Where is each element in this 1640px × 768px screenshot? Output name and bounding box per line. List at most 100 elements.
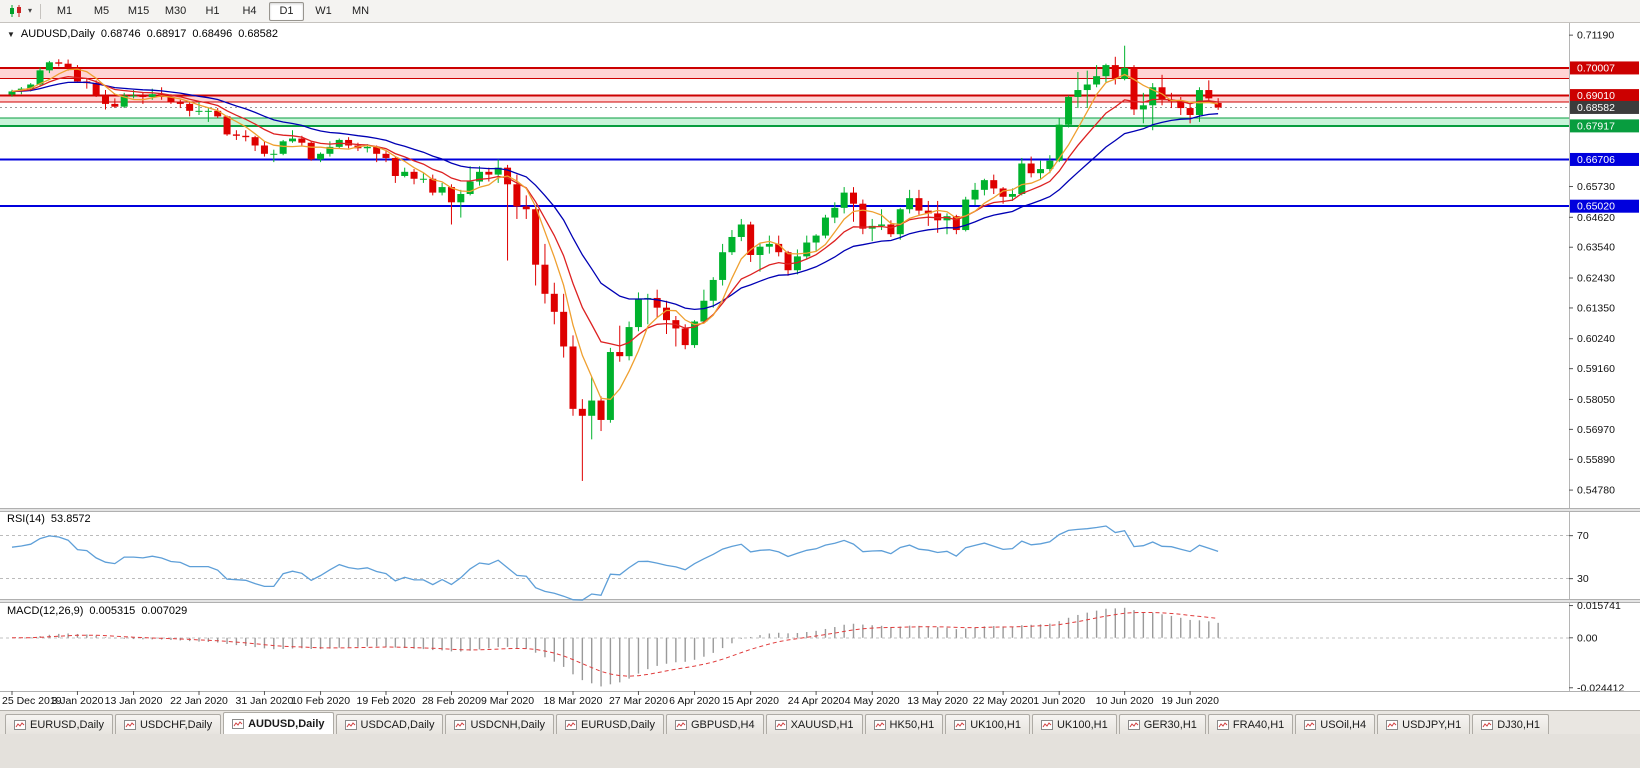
timeframe-buttons: M1 M5 M15 M30 H1 H4 D1 W1 MN	[47, 1, 380, 21]
price-tick-label: 0.65730	[1577, 181, 1615, 193]
chart-tab-usdcnh-daily[interactable]: USDCNH,Daily	[445, 714, 555, 734]
chart-tab-usdchf-daily[interactable]: USDCHF,Daily	[114, 714, 222, 734]
chart-tab-usoil-h4[interactable]: USOil,H4	[1295, 714, 1376, 734]
timeframe-button-d1[interactable]: D1	[269, 1, 305, 21]
mini-chart-icon	[1127, 719, 1140, 730]
date-label: 28 Feb 2020	[422, 695, 481, 707]
chart-tab-eurusd-daily[interactable]: EURUSD,Daily	[5, 714, 113, 734]
tab-label: EURUSD,Daily	[30, 718, 104, 731]
timeframe-button-m1[interactable]: M1	[56, 4, 73, 17]
date-label: 24 Apr 2020	[788, 695, 845, 707]
mini-chart-icon	[954, 719, 967, 730]
price-level-badge	[1570, 61, 1639, 75]
tab-label: EURUSD,Daily	[581, 718, 655, 731]
timeframe-button-m30[interactable]: M30	[164, 4, 187, 17]
timeframe-button-mn[interactable]: MN	[351, 4, 370, 17]
price-tick-label: 0.55890	[1577, 454, 1615, 466]
chart-tab-gbpusd-h4[interactable]: GBPUSD,H4	[666, 714, 764, 734]
rsi-level-label: 70	[1577, 530, 1589, 542]
date-label: 3 Jan 2020	[51, 695, 103, 707]
price-level-badge-label: 0.67917	[1577, 120, 1615, 132]
chart-type-selector-button[interactable]: ▾	[4, 3, 36, 19]
price-level-badge	[1570, 199, 1639, 213]
moving-average-line-5	[11, 68, 1219, 401]
price-tick-label: 0.64620	[1577, 212, 1615, 224]
chart-tab-fra40-h1[interactable]: FRA40,H1	[1207, 714, 1294, 734]
rsi-level-label: 30	[1577, 573, 1589, 585]
chart-tab-ger30-h1[interactable]: GER30,H1	[1118, 714, 1206, 734]
date-label: 9 Mar 2020	[481, 695, 534, 707]
moving-average-line-10	[11, 75, 1219, 347]
macd-axis-label: 0.015741	[1577, 600, 1621, 612]
date-label: 15 Apr 2020	[722, 695, 779, 707]
price-tick-label: 0.63540	[1577, 242, 1615, 254]
price-level-badge	[1570, 119, 1639, 133]
moving-average-line-20	[11, 81, 1219, 311]
tab-label: UK100,H1	[970, 718, 1021, 731]
tab-label: USDCNH,Daily	[470, 718, 546, 731]
price-level-badge-label: 0.70007	[1577, 62, 1615, 74]
tab-label: USOil,H4	[1320, 718, 1367, 731]
timeframe-button-w1[interactable]: W1	[315, 4, 332, 17]
tab-label: GBPUSD,H4	[691, 718, 755, 731]
price-tick-label: 0.56970	[1577, 424, 1615, 436]
macd-name: MACD(12,26,9)	[7, 605, 84, 617]
price-level-badge	[1570, 89, 1639, 103]
rsi-value: 53.8572	[50, 513, 91, 525]
timeframe-button-h4[interactable]: H4	[242, 4, 257, 17]
ohlc-high: 0.68917	[146, 28, 187, 40]
chart-tab-dj30-h1[interactable]: DJ30,H1	[1472, 714, 1550, 734]
candlestick-chart-icon	[10, 5, 21, 17]
price-tick-label: 0.62430	[1577, 273, 1615, 285]
price-tick-label: 0.54780	[1577, 485, 1615, 497]
mini-chart-icon	[1481, 719, 1494, 730]
price-level-badge-label: 0.69010	[1577, 90, 1615, 102]
price-axis[interactable]: 0.71190 0.65730 0.64620 0.63540 0.62430 0.613…	[1569, 23, 1639, 691]
tab-label: FRA40,H1	[1232, 718, 1285, 731]
chart-tab-usdjpy-h1[interactable]: USDJPY,H1	[1377, 714, 1471, 734]
timeframe-button-h1[interactable]: H1	[205, 4, 220, 17]
date-label: 25 Dec 2019	[2, 695, 62, 707]
timeframe-button-m15[interactable]: M15	[127, 4, 150, 17]
date-label: 13 Jan 2020	[105, 695, 163, 707]
price-tick-label: 0.60240	[1577, 333, 1615, 345]
price-tick-label: 0.61350	[1577, 302, 1615, 314]
price-level-badge-label: 0.65020	[1577, 201, 1615, 213]
chart-tab-audusd-daily[interactable]: AUDUSD,Daily	[223, 712, 334, 734]
date-label: 10 Jun 2020	[1096, 695, 1154, 707]
chart-tab-hk50-h1[interactable]: HK50,H1	[864, 714, 944, 734]
price-chart-canvas[interactable]: 0.71190 0.65730 0.64620 0.63540 0.62430 0.613…	[0, 23, 1640, 710]
chart-tab-uk100-h1[interactable]: UK100,H1	[945, 714, 1030, 734]
chart-tab-eurusd-daily[interactable]: EURUSD,Daily	[556, 714, 664, 734]
dropdown-triangle-icon: ▼	[7, 30, 15, 39]
price-level-badge-label: 0.68582	[1577, 102, 1615, 114]
date-label: 22 Jan 2020	[170, 695, 228, 707]
chevron-down-icon: ▾	[28, 6, 33, 15]
date-label: 1 Jun 2020	[1033, 695, 1085, 707]
tab-label: UK100,H1	[1056, 718, 1108, 731]
mini-chart-icon	[1216, 719, 1229, 730]
date-label: 19 Jun 2020	[1161, 695, 1219, 707]
chart-tab-usdcad-daily[interactable]: USDCAD,Daily	[335, 714, 444, 734]
chart-tab-xauusd-h1[interactable]: XAUUSD,H1	[765, 714, 863, 734]
candlesticks	[8, 45, 1222, 481]
ohlc-low: 0.68496	[192, 28, 233, 40]
tab-label: USDCHF,Daily	[139, 718, 213, 731]
chart-tab-uk100-h1[interactable]: UK100,H1	[1031, 714, 1117, 734]
timeframe-button-m5[interactable]: M5	[93, 4, 110, 17]
mini-chart-icon	[675, 719, 687, 730]
macd-main-value: 0.005315	[89, 605, 136, 617]
price-level-badge-label: 0.66706	[1577, 154, 1615, 166]
toolbar-separator	[40, 3, 42, 19]
rsi-name: RSI(14)	[7, 513, 45, 525]
rsi-line	[11, 525, 1219, 601]
horizontal-level-lines[interactable]	[0, 66, 1569, 208]
price-tick-label: 0.71190	[1577, 30, 1614, 42]
mini-chart-icon	[123, 719, 136, 730]
support-resistance-zones	[0, 67, 1569, 126]
date-label: 27 Mar 2020	[609, 695, 668, 707]
price-tick-label: 0.58050	[1577, 394, 1615, 406]
price-level-badge	[1570, 152, 1639, 166]
rsi-indicator-label: RSI(14) 53.8572	[7, 513, 91, 525]
